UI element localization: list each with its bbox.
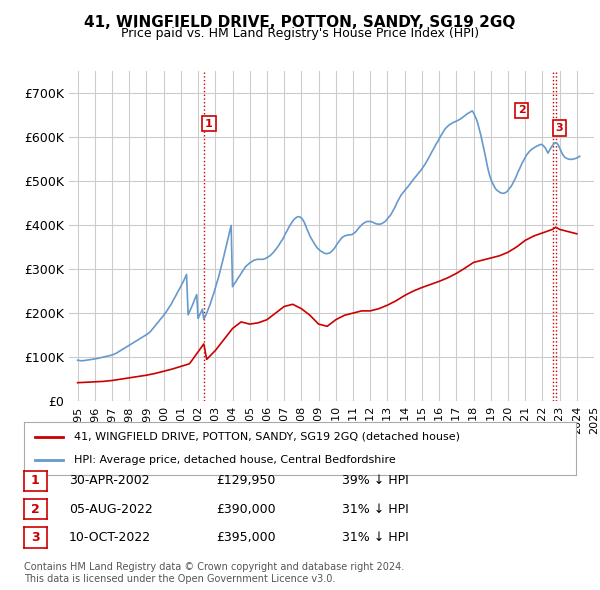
Text: 41, WINGFIELD DRIVE, POTTON, SANDY, SG19 2GQ (detached house): 41, WINGFIELD DRIVE, POTTON, SANDY, SG19… [74, 432, 460, 442]
Text: £129,950: £129,950 [216, 474, 275, 487]
Text: 3: 3 [31, 531, 40, 544]
Text: Contains HM Land Registry data © Crown copyright and database right 2024.
This d: Contains HM Land Registry data © Crown c… [24, 562, 404, 584]
Text: 10-OCT-2022: 10-OCT-2022 [69, 531, 151, 544]
Text: 05-AUG-2022: 05-AUG-2022 [69, 503, 153, 516]
Text: 2: 2 [31, 503, 40, 516]
Text: 41, WINGFIELD DRIVE, POTTON, SANDY, SG19 2GQ: 41, WINGFIELD DRIVE, POTTON, SANDY, SG19… [85, 15, 515, 30]
Text: HPI: Average price, detached house, Central Bedfordshire: HPI: Average price, detached house, Cent… [74, 455, 395, 465]
Text: Price paid vs. HM Land Registry's House Price Index (HPI): Price paid vs. HM Land Registry's House … [121, 27, 479, 40]
Text: 31% ↓ HPI: 31% ↓ HPI [342, 531, 409, 544]
Text: 30-APR-2002: 30-APR-2002 [69, 474, 149, 487]
Text: 1: 1 [31, 474, 40, 487]
Text: 2: 2 [518, 106, 526, 116]
Text: £390,000: £390,000 [216, 503, 275, 516]
Text: 1: 1 [205, 119, 213, 129]
Text: 31% ↓ HPI: 31% ↓ HPI [342, 503, 409, 516]
Text: 39% ↓ HPI: 39% ↓ HPI [342, 474, 409, 487]
Text: £395,000: £395,000 [216, 531, 275, 544]
Text: 3: 3 [556, 123, 563, 133]
